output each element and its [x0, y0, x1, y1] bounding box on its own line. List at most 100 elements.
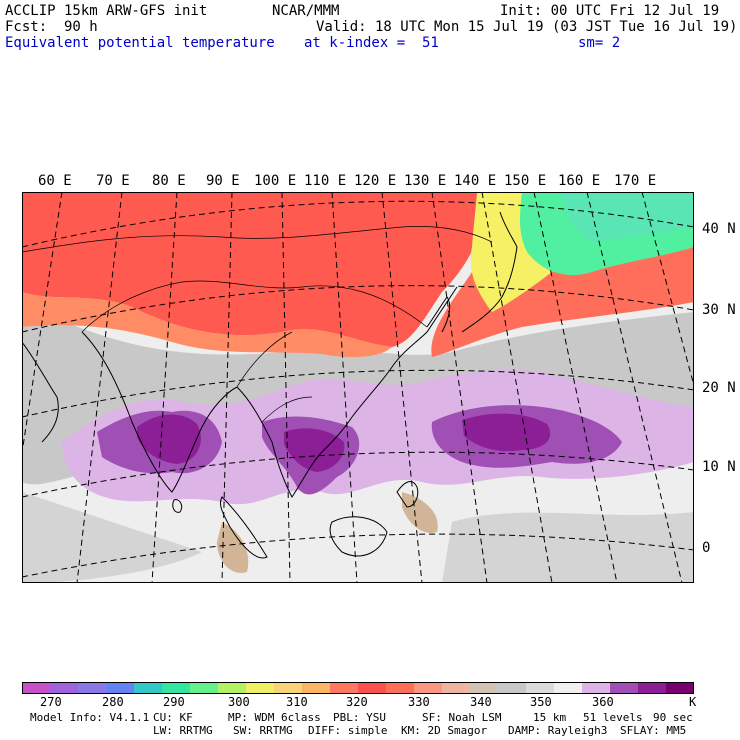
convection-dark-india [137, 414, 201, 464]
coastline-sri-lanka [172, 499, 183, 513]
colorbar-swatch [162, 682, 191, 694]
colorbar-swatch [498, 682, 527, 694]
footer-cu: CU: KF [153, 711, 193, 724]
colorbar-unit: K [689, 695, 697, 709]
convection-light [62, 370, 694, 505]
lat-label: 0 [702, 540, 711, 556]
center-title: NCAR/MMM [272, 3, 340, 19]
parallel-40n [22, 200, 694, 248]
meridian-150e [533, 192, 618, 583]
coastline-sumatra [219, 496, 268, 559]
lat-label: 20 N [702, 380, 736, 396]
coastline-philippines [396, 481, 419, 508]
theta-e-map [22, 192, 694, 583]
valid-time: Valid: 18 UTC Mon 15 Jul 19 (03 JST Tue … [316, 19, 738, 35]
colorbar [22, 682, 694, 694]
lon-label: 160 E [558, 173, 601, 189]
colorbar-tick: 320 [346, 695, 368, 709]
lat-label: 30 N [702, 302, 736, 318]
colorbar-swatch [358, 682, 387, 694]
colorbar-swatch [330, 682, 359, 694]
model-title: ACCLIP 15km ARW-GFS init [5, 3, 208, 19]
lon-label: 120 E [354, 173, 397, 189]
lon-label: 110 E [304, 173, 347, 189]
colorbar-swatch [638, 682, 667, 694]
smoothing-info: sm= 2 [578, 35, 621, 51]
colorbar-tick: 300 [228, 695, 250, 709]
colorbar-frame [22, 682, 694, 694]
colorbar-swatch [442, 682, 471, 694]
footer-levels: 51 levels [583, 711, 643, 724]
lon-label: 90 E [206, 173, 240, 189]
colorbar-tick: 310 [286, 695, 308, 709]
coastline-indochina [236, 386, 353, 498]
meridian-100e [281, 192, 291, 583]
lat-label: 40 N [702, 221, 736, 237]
colorbar-tick: 360 [592, 695, 614, 709]
colorbar-swatch [274, 682, 303, 694]
meridian-80e [151, 192, 178, 583]
lon-label: 170 E [614, 173, 657, 189]
footer-sw: SW: RRTMG [233, 724, 293, 737]
colorbar-swatch [554, 682, 583, 694]
northern-warm-region [22, 192, 492, 347]
meridian-130e [431, 192, 488, 583]
footer-sflay: SFLAY: MM5 [620, 724, 687, 737]
colorbar-tick: 270 [40, 695, 62, 709]
lon-label: 70 E [96, 173, 130, 189]
meridian-160e [586, 192, 683, 583]
meridian-90e [221, 192, 233, 583]
footer-pbl: PBL: YSU [333, 711, 386, 724]
meridian-110e [331, 192, 358, 583]
lon-label: 60 E [38, 173, 72, 189]
coastline-borneo [329, 516, 388, 557]
convection-dark-pacific [462, 413, 551, 452]
lon-label: 130 E [404, 173, 447, 189]
colorbar-swatch [302, 682, 331, 694]
colorbar-swatch [666, 682, 694, 694]
lon-label: 140 E [454, 173, 497, 189]
border-line [81, 280, 428, 333]
footer-lw: LW: RRTMG [153, 724, 213, 737]
init-time: Init: 00 UTC Fri 12 Jul 19 [500, 3, 720, 19]
map-frame [22, 192, 694, 583]
field-name: Equivalent potential temperature [5, 35, 275, 51]
colorbar-tick: 290 [163, 695, 185, 709]
coastline-china [351, 286, 458, 418]
colorbar-swatch [22, 682, 51, 694]
lon-label: 150 E [504, 173, 547, 189]
colorbar-tick: 350 [530, 695, 552, 709]
parallel-30n [22, 285, 694, 333]
colorbar-swatch [106, 682, 135, 694]
meridian-140e [481, 192, 553, 583]
colorbar-swatch [190, 682, 219, 694]
level-info: at k-index = 51 [304, 35, 439, 51]
convection-dark-indochina [284, 428, 345, 472]
colorbar-swatch [50, 682, 79, 694]
coastline-arabia [22, 341, 59, 443]
parallel-20n [22, 369, 694, 418]
footer-model-info: Model Info: V4.1.1 [30, 711, 150, 724]
southern-grey-patches [22, 492, 694, 583]
colorbar-tick: 340 [470, 695, 492, 709]
northern-orange-fringe [22, 292, 392, 358]
lat-label: 10 N [702, 459, 736, 475]
colorbar-swatch [134, 682, 163, 694]
colorbar-swatch [218, 682, 247, 694]
forecast-label: Fcst: [5, 19, 48, 35]
footer-diff: DIFF: simple [308, 724, 388, 737]
colorbar-swatch [470, 682, 499, 694]
colorbar-tick: 280 [102, 695, 124, 709]
colorbar-swatch [414, 682, 443, 694]
colorbar-swatch [246, 682, 275, 694]
footer-km: KM: 2D Smagor [401, 724, 488, 737]
colorbar-swatch [386, 682, 415, 694]
lon-label: 80 E [152, 173, 186, 189]
colorbar-swatch [526, 682, 555, 694]
forecast-hours: 90 h [64, 19, 98, 35]
colorbar-swatch [582, 682, 611, 694]
meridian-120e [381, 192, 423, 583]
coastline-india [81, 331, 238, 493]
colorbar-swatch [610, 682, 639, 694]
border-line [261, 396, 313, 423]
